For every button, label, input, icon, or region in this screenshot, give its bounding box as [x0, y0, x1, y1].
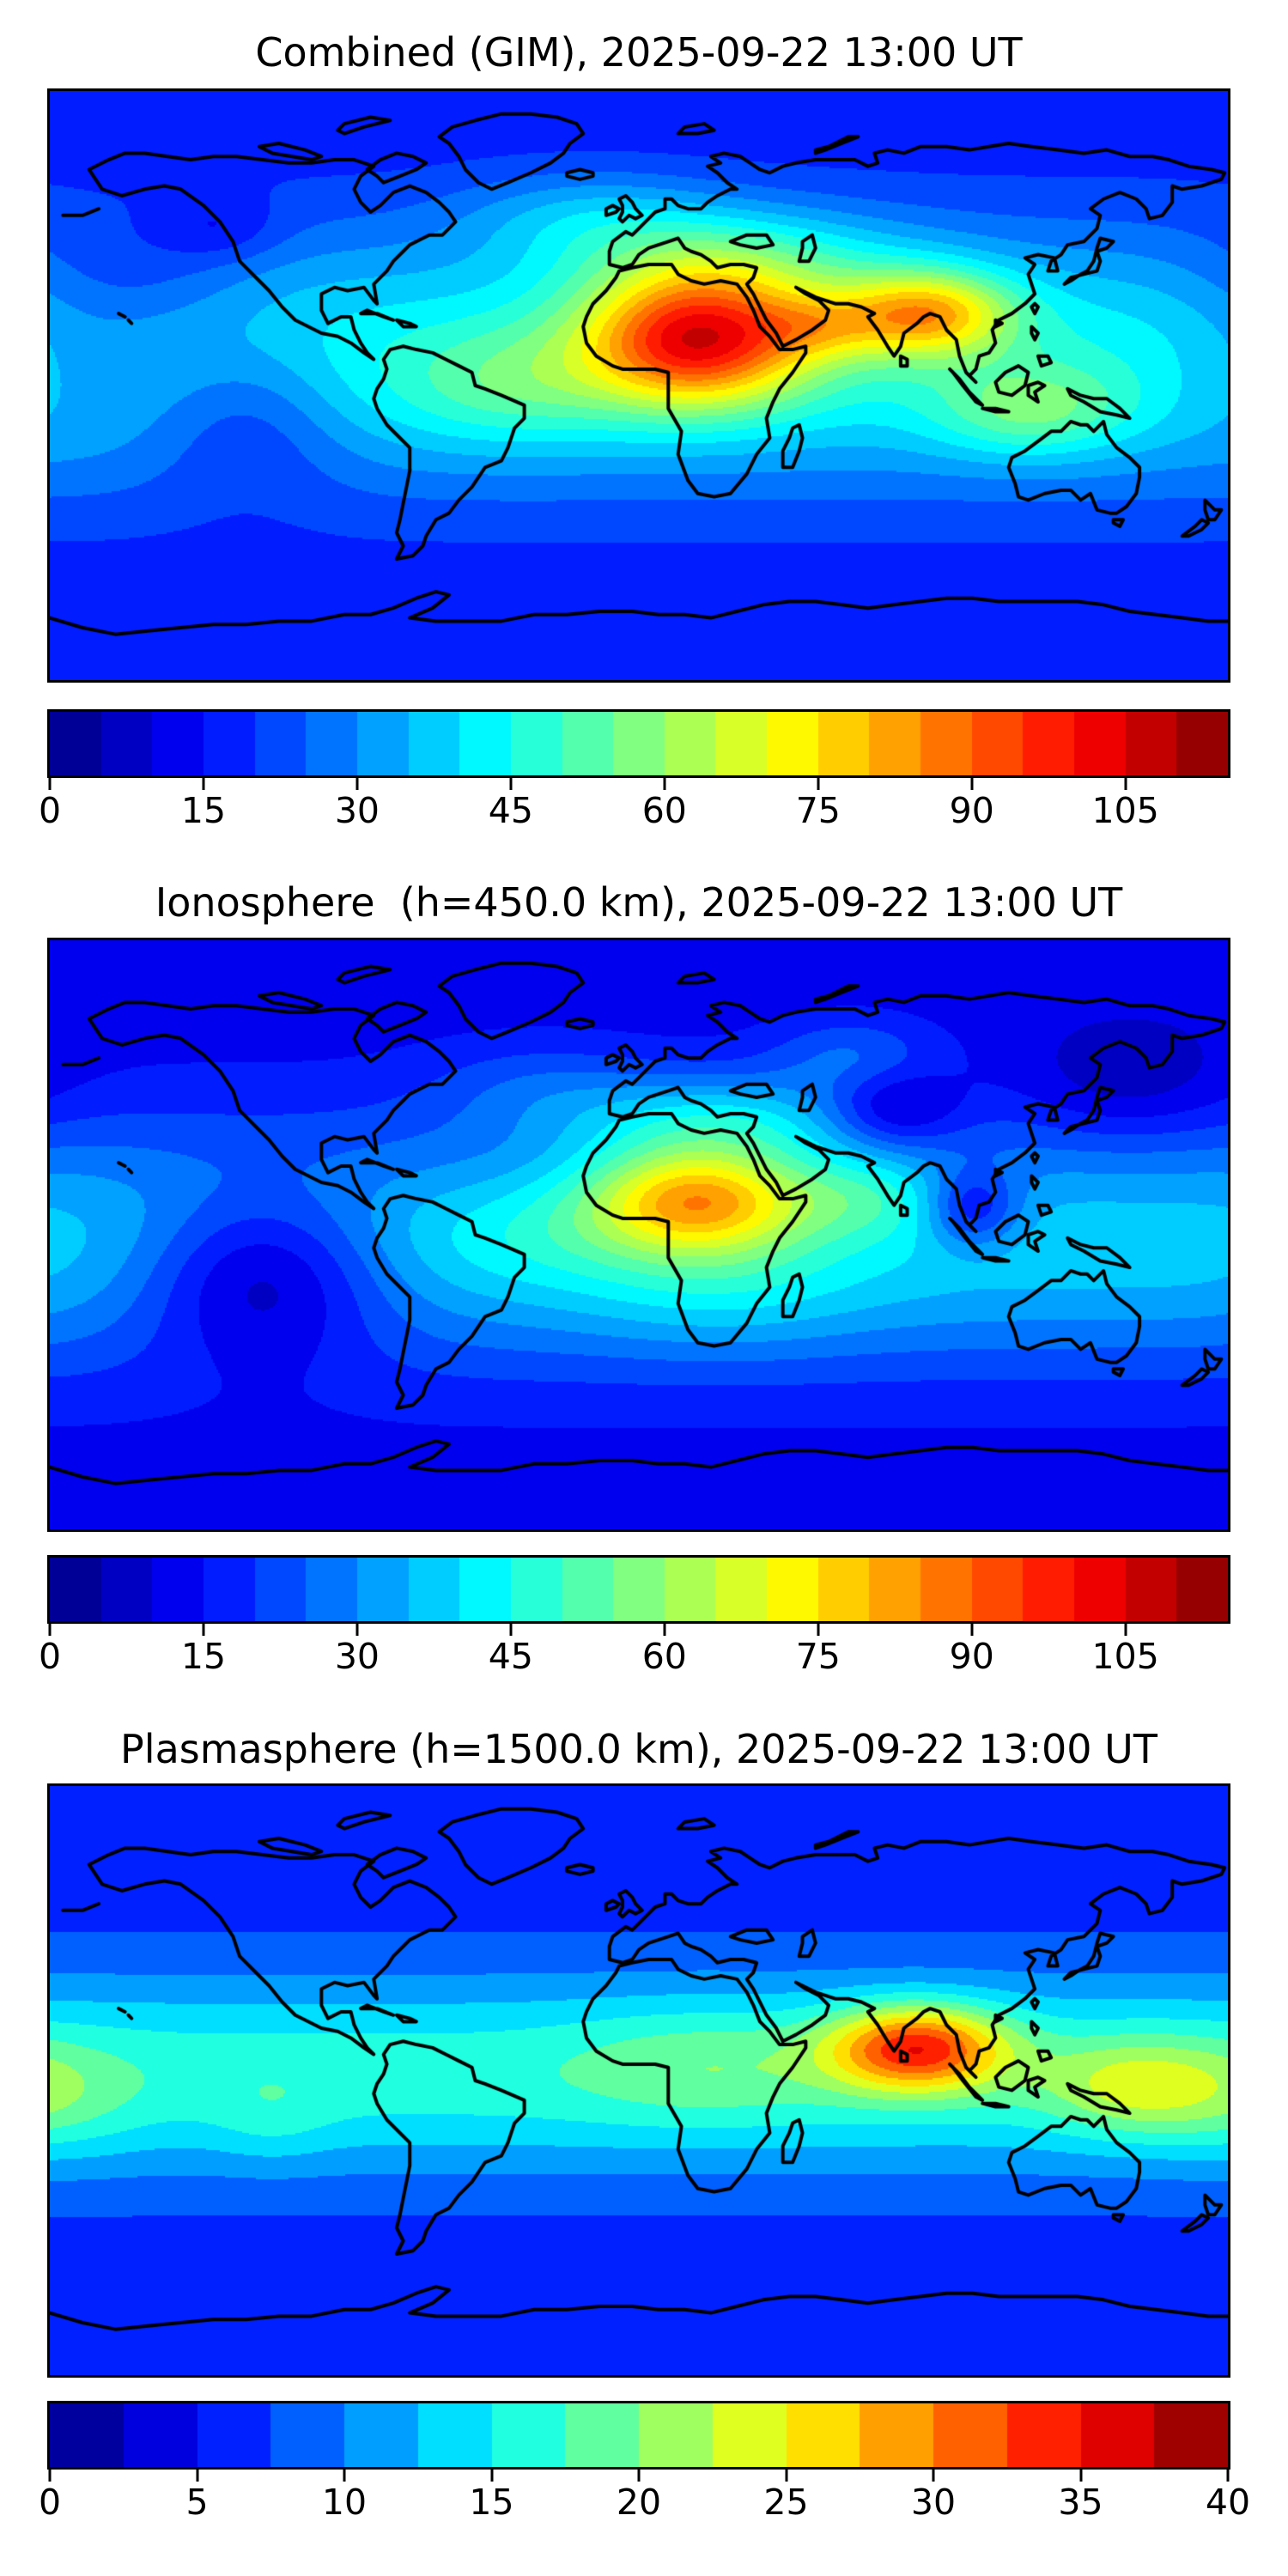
colorbar-tickmark	[637, 2470, 641, 2482]
colorbar-tickmark	[1124, 1624, 1127, 1636]
world-map-canvas-combined	[50, 91, 1228, 680]
panel-title-ionosphere: Ionosphere (h=450.0 km), 2025-09-22 13:0…	[155, 879, 1123, 926]
colorbar-tick-label: 45	[488, 790, 533, 831]
panel-title-plasmasphere: Plasmasphere (h=1500.0 km), 2025-09-22 1…	[120, 1726, 1157, 1772]
colorbar-tickmark	[817, 778, 820, 790]
colorbar-tick-label: 105	[1091, 790, 1159, 831]
colorbar-canvas-combined	[50, 712, 1228, 775]
colorbar-tick-label: 90	[949, 790, 994, 831]
colorbar-canvas-plasmasphere	[50, 2403, 1228, 2467]
colorbar-tickmark	[817, 1624, 820, 1636]
colorbar-tickmark	[1079, 2470, 1082, 2482]
colorbar-canvas-ionosphere	[50, 1558, 1228, 1621]
panel-title-combined: Combined (GIM), 2025-09-22 13:00 UT	[255, 29, 1023, 76]
colorbar-tickmark	[202, 1624, 205, 1636]
colorbar-tick-label: 40	[1205, 2482, 1251, 2523]
map-frame-plasmasphere	[47, 1783, 1230, 2378]
colorbar-tickmark	[48, 2470, 52, 2482]
colorbar-tick-label: 15	[180, 1636, 227, 1677]
colorbar-tickmark	[509, 1624, 513, 1636]
colorbar-tick-label: 75	[795, 1636, 841, 1677]
colorbar-tick-label: 35	[1058, 2482, 1103, 2523]
colorbar-tick-label: 30	[910, 2482, 957, 2523]
colorbar-tickmark	[509, 778, 513, 790]
colorbar-frame-plasmasphere	[47, 2401, 1230, 2470]
colorbar-tickmark	[196, 2470, 198, 2482]
world-map-canvas-plasmasphere	[50, 1786, 1228, 2375]
colorbar-tickmark	[932, 2470, 935, 2482]
colorbar-tick-label: 25	[763, 2482, 809, 2523]
colorbar-frame-ionosphere	[47, 1555, 1230, 1624]
colorbar-tick-label: 90	[949, 1636, 994, 1677]
colorbar-tickmark	[970, 1624, 974, 1636]
colorbar-tickmark	[490, 2470, 493, 2482]
colorbar-tickmark	[1124, 778, 1127, 790]
colorbar-tickmark	[48, 778, 52, 790]
colorbar-tick-label: 60	[641, 790, 687, 831]
world-map-canvas-ionosphere	[50, 940, 1228, 1529]
colorbar-tick-label: 30	[334, 790, 380, 831]
colorbar-tickmark	[48, 1624, 52, 1636]
colorbar-frame-combined	[47, 709, 1230, 778]
colorbar-tickmark	[785, 2470, 787, 2482]
colorbar-tickmark	[663, 778, 666, 790]
colorbar-tick-label: 10	[321, 2482, 368, 2523]
colorbar-tick-label: 60	[641, 1636, 687, 1677]
colorbar-tick-label: 5	[185, 2482, 209, 2523]
colorbar-tick-label: 105	[1091, 1636, 1159, 1677]
colorbar-ticks-plasmasphere: 0 5 10 15 20 25 30 35 40	[39, 2470, 1250, 2534]
colorbar-tick-label: 20	[616, 2482, 662, 2523]
colorbar-tick-label: 15	[469, 2482, 514, 2523]
colorbar-tick-label: 45	[488, 1636, 533, 1677]
colorbar-tick-label: 75	[795, 790, 841, 831]
colorbar-tickmark	[343, 2470, 346, 2482]
colorbar-tickmark	[202, 778, 205, 790]
colorbar-tick-label: 0	[38, 790, 62, 831]
map-frame-combined	[47, 88, 1230, 683]
colorbar-tick-label: 0	[38, 2482, 62, 2523]
colorbar-tickmark	[970, 778, 974, 790]
colorbar-tickmark	[355, 778, 359, 790]
colorbar-tick-label: 0	[38, 1636, 62, 1677]
colorbar-tickmark	[1226, 2470, 1230, 2482]
colorbar-tickmark	[663, 1624, 666, 1636]
map-frame-ionosphere	[47, 938, 1230, 1532]
colorbar-tick-label: 30	[334, 1636, 380, 1677]
colorbar-ticks-ionosphere: 0 15 30 45 60 75 90 105	[39, 1624, 1228, 1688]
colorbar-ticks-combined: 0 15 30 45 60 75 90 105	[39, 778, 1228, 842]
colorbar-tickmark	[355, 1624, 359, 1636]
colorbar-tick-label: 15	[180, 790, 227, 831]
